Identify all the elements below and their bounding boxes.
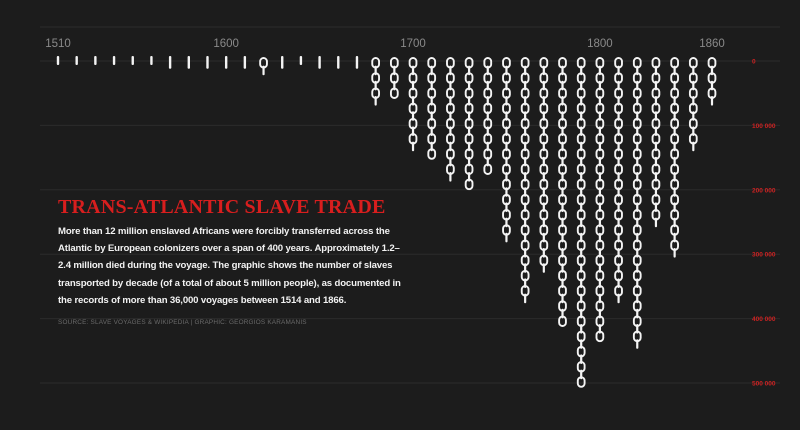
chain-bar-1730	[464, 57, 474, 191]
chain-bar-1750	[502, 57, 511, 243]
chain-link	[464, 178, 474, 191]
chain-link	[505, 232, 508, 243]
y-tick-label: 400 000	[752, 316, 776, 323]
chain-stub	[112, 56, 116, 65]
chain-bar-1680	[371, 57, 381, 106]
chain-link	[411, 141, 415, 152]
chain-bar-1600	[224, 56, 228, 69]
chain-bar-1610	[243, 56, 247, 69]
chain-bar-1510	[56, 56, 60, 65]
chain-bar-1860	[707, 57, 717, 106]
chain-stub	[75, 56, 78, 65]
chain-bar-1670	[355, 56, 359, 69]
chain-stub	[224, 56, 228, 69]
chain-bar-1710	[427, 57, 437, 160]
chain-bar-1570	[168, 56, 172, 69]
chain-bar-1690	[389, 57, 399, 99]
chain-link	[576, 376, 586, 388]
chain-bar-1550	[131, 56, 134, 65]
chain-stub	[187, 56, 190, 69]
chart-description: More than 12 million enslaved Africans w…	[58, 226, 401, 306]
x-tick-label: 1700	[400, 38, 426, 50]
chain-bar-1850	[688, 57, 698, 152]
chart-title: TRANS-ATLANTIC SLAVE TRADE	[58, 196, 386, 218]
x-tick-label: 1860	[699, 38, 725, 50]
chain-link	[262, 65, 265, 76]
chain-stub	[206, 56, 209, 69]
chain-stub	[337, 56, 340, 69]
source-credit: SOURCE: SLAVE VOYAGES & WIKIPEDIA | GRAP…	[58, 319, 307, 326]
chain-link	[710, 96, 714, 106]
chain-link	[427, 148, 437, 160]
chain-bar-1810	[614, 57, 623, 304]
y-tick-label: 500 000	[752, 381, 776, 388]
chain-stub	[243, 56, 247, 69]
chain-bars	[56, 56, 717, 388]
x-axis-ticks: 1510 1600 1700 1800 1860	[45, 38, 725, 50]
chain-stub	[56, 56, 60, 65]
chain-bar-1760	[520, 57, 530, 304]
chain-link	[654, 217, 658, 228]
chain-stub	[318, 56, 321, 69]
chain-bar-1770	[539, 57, 549, 273]
chain-link	[558, 315, 567, 327]
chain-stub	[150, 56, 153, 65]
chain-stub	[355, 56, 359, 69]
chain-bar-1660	[337, 56, 340, 69]
chain-stub	[281, 56, 284, 69]
chain-bar-1720	[446, 57, 455, 182]
chain-bar-1560	[150, 56, 153, 65]
y-tick-label: 100 000	[752, 123, 776, 130]
chain-stub	[131, 56, 134, 65]
chain-link	[617, 293, 620, 304]
chain-bar-1700	[408, 57, 418, 152]
chain-stub	[168, 56, 172, 69]
chain-link	[636, 339, 639, 349]
chain-bar-1640	[299, 56, 303, 65]
chain-bar-1520	[75, 56, 78, 65]
chain-link	[374, 96, 377, 106]
x-tick-label: 1600	[213, 38, 239, 50]
chain-link	[692, 141, 695, 152]
y-tick-label: 300 000	[752, 252, 776, 259]
chain-bar-1620	[259, 57, 268, 76]
chain-bar-1790	[576, 57, 586, 388]
chain-bar-1800	[595, 57, 605, 343]
chain-bar-1530	[94, 56, 97, 65]
chain-bar-1780	[558, 57, 567, 327]
chain-stub	[299, 56, 303, 65]
x-tick-label: 1510	[45, 38, 71, 50]
chain-bar-1740	[483, 57, 493, 175]
chain-link	[595, 330, 605, 343]
chain-bar-1820	[632, 57, 642, 349]
y-axis-ticks: 0 100 000 200 000 300 000 400 000 500 000	[752, 59, 776, 388]
chain-bar-1580	[187, 56, 190, 69]
chain-bar-1830	[651, 57, 661, 228]
chain-link	[449, 172, 452, 182]
chain-bar-1840	[670, 57, 679, 258]
chain-bar-1650	[318, 56, 321, 69]
chain-link	[483, 163, 493, 175]
y-tick-label: 200 000	[752, 187, 776, 194]
chain-bar-1630	[281, 56, 284, 69]
chain-link	[673, 248, 676, 258]
chain-stub	[94, 56, 97, 65]
y-tick-label: 0	[752, 59, 756, 66]
chain-bar-1590	[206, 56, 209, 69]
chain-link	[389, 87, 399, 99]
chain-link	[542, 263, 545, 273]
chain-bar-1540	[112, 56, 116, 65]
chain-link	[524, 293, 527, 304]
x-tick-label: 1800	[587, 38, 613, 50]
